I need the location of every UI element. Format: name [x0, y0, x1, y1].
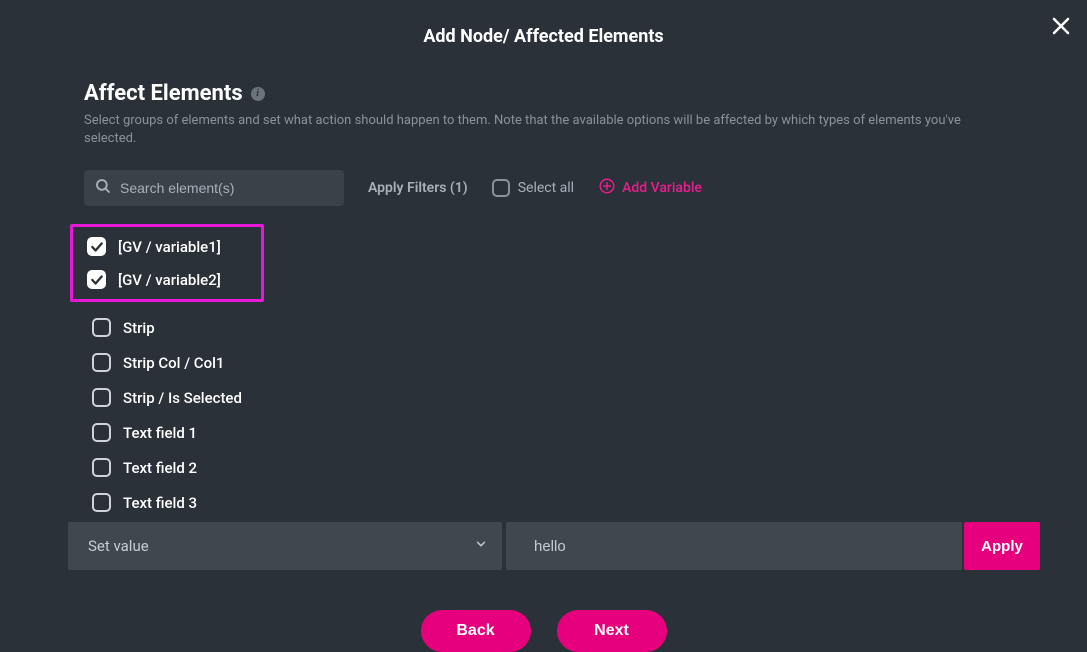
action-select-value: Set value: [88, 537, 149, 555]
element-row[interactable]: Text field 1: [92, 423, 1003, 442]
plus-circle-icon: [598, 177, 616, 199]
variable-label: [GV / variable1]: [118, 238, 221, 256]
search-input-container[interactable]: [84, 170, 344, 206]
element-row[interactable]: Strip / Is Selected: [92, 388, 1003, 407]
chevron-down-icon: [474, 537, 488, 555]
add-variable-label: Add Variable: [622, 180, 702, 196]
checkbox-checked-icon: [87, 270, 106, 289]
action-select[interactable]: Set value: [68, 522, 502, 570]
variable-row[interactable]: [GV / variable2]: [87, 270, 247, 289]
close-icon[interactable]: [1049, 14, 1073, 38]
select-all-label: Select all: [518, 180, 574, 196]
element-row[interactable]: Text field 2: [92, 458, 1003, 477]
apply-filters-button[interactable]: Apply Filters (1): [368, 180, 468, 196]
apply-button[interactable]: Apply: [964, 522, 1040, 570]
variable-row[interactable]: [GV / variable1]: [87, 237, 247, 256]
search-icon: [94, 177, 112, 199]
checkbox-empty-icon: [92, 458, 111, 477]
checkbox-checked-icon: [87, 237, 106, 256]
element-label: Text field 3: [123, 494, 197, 512]
info-icon[interactable]: i: [251, 87, 265, 101]
element-label: Strip / Is Selected: [123, 389, 242, 407]
section-title: Affect Elements: [84, 81, 243, 106]
search-input[interactable]: [120, 180, 334, 196]
checkbox-empty-icon: [92, 318, 111, 337]
select-all-checkbox[interactable]: Select all: [492, 179, 574, 197]
add-variable-button[interactable]: Add Variable: [598, 177, 702, 199]
element-label: Text field 1: [123, 424, 197, 442]
element-label: Strip: [123, 319, 155, 337]
action-value-input[interactable]: [506, 522, 962, 570]
element-label: Strip Col / Col1: [123, 354, 224, 372]
checkbox-empty-icon: [92, 388, 111, 407]
element-row[interactable]: Text field 3: [92, 493, 1003, 512]
modal-title: Add Node/ Affected Elements: [0, 0, 1087, 47]
checkbox-empty-icon: [92, 423, 111, 442]
checkbox-empty-icon: [492, 179, 510, 197]
highlighted-variables-box: [GV / variable1] [GV / variable2]: [70, 224, 264, 302]
checkbox-empty-icon: [92, 493, 111, 512]
element-label: Text field 2: [123, 459, 197, 477]
section-description: Select groups of elements and set what a…: [84, 112, 1003, 148]
element-list: Strip Strip Col / Col1 Strip / Is Select…: [84, 318, 1003, 512]
checkbox-empty-icon: [92, 353, 111, 372]
variable-label: [GV / variable2]: [118, 271, 221, 289]
element-row[interactable]: Strip Col / Col1: [92, 353, 1003, 372]
element-row[interactable]: Strip: [92, 318, 1003, 337]
